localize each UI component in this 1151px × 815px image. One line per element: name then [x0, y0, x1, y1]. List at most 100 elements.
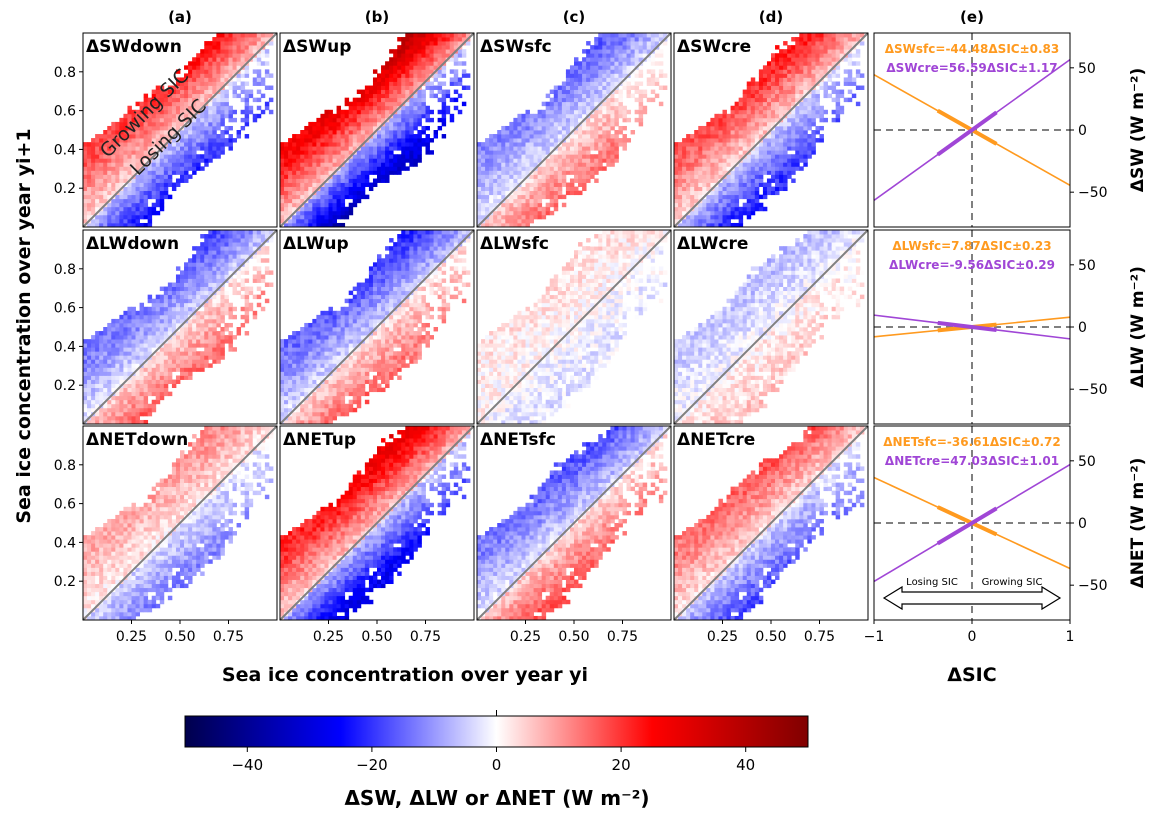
heatmap-cell: [123, 178, 128, 183]
heatmap-cell: [167, 142, 173, 147]
heatmap-cell: [91, 383, 96, 389]
heatmap-cell: [501, 134, 506, 139]
heatmap-cell: [377, 117, 382, 123]
heatmap-cell: [264, 69, 270, 74]
heatmap-cell: [762, 121, 768, 127]
heatmap-cell: [803, 61, 808, 66]
heatmap-cell: [171, 162, 177, 167]
heatmap-cell: [811, 130, 816, 135]
heatmap-cell: [610, 81, 615, 86]
heatmap-cell: [397, 57, 402, 62]
heatmap-cell: [328, 210, 333, 216]
heatmap-cell: [771, 101, 776, 107]
heatmap-cell: [783, 117, 788, 123]
heatmap-cell: [244, 121, 250, 127]
heatmap-cell: [686, 138, 691, 143]
heatmap-cell: [754, 138, 760, 143]
heatmap-cell: [103, 162, 108, 167]
heatmap-cell: [702, 206, 707, 212]
heatmap-cell: [111, 170, 116, 175]
heatmap-cell: [308, 198, 313, 204]
heatmap-cell: [586, 69, 591, 74]
heatmap-cell: [196, 166, 201, 171]
heatmap-cell: [799, 158, 804, 163]
heatmap-cell: [847, 37, 853, 42]
heatmap-cell: [823, 69, 828, 74]
heatmap-cell: [714, 146, 719, 151]
heatmap-cell: [501, 218, 506, 224]
heatmap-cell: [220, 130, 225, 135]
heatmap-cell: [762, 138, 768, 143]
heatmap-cell: [598, 81, 603, 86]
heatmap-cell: [602, 69, 607, 74]
heatmap-cell: [332, 117, 337, 123]
heatmap-cell: [417, 49, 422, 54]
heatmap-cell: [111, 222, 116, 227]
heatmap-cell: [618, 57, 623, 62]
heatmap-cell: [244, 49, 250, 54]
heatmap-cell: [791, 81, 796, 86]
heatmap-cell: [151, 174, 157, 179]
heatmap-cell: [586, 121, 591, 127]
heatmap-cell: [364, 166, 370, 171]
heatmap-cell: [791, 134, 796, 139]
heatmap-cell: [300, 210, 305, 216]
heatmap-cell: [99, 190, 104, 196]
heatmap-cell: [718, 121, 723, 127]
heatmap-cell: [328, 170, 333, 175]
heatmap-cell: [537, 154, 543, 159]
heatmap-cell: [505, 158, 510, 163]
heatmap-cell: [139, 109, 145, 115]
heatmap-cell: [730, 150, 736, 155]
heatmap-cell: [377, 138, 382, 143]
heatmap-cell: [200, 158, 205, 163]
heatmap-cell: [123, 343, 128, 348]
heatmap-cell: [123, 331, 128, 336]
heatmap-cell: [320, 198, 325, 204]
heatmap-cell: [364, 117, 370, 123]
heatmap-cell: [147, 113, 153, 119]
heatmap-cell: [594, 49, 599, 54]
heatmap-cell: [184, 93, 189, 99]
heatmap-cell: [95, 222, 100, 227]
heatmap-cell: [360, 190, 366, 196]
heatmap-cell: [606, 138, 611, 143]
heatmap-cell: [131, 146, 136, 151]
heatmap-cell: [95, 399, 100, 405]
heatmap-cell: [815, 113, 820, 119]
heatmap-cell: [622, 33, 627, 38]
heatmap-cell: [851, 37, 857, 42]
heatmap-cell: [545, 142, 551, 147]
heatmap-cell: [200, 73, 205, 78]
heatmap-cell: [710, 154, 715, 159]
heatmap-cell: [686, 162, 691, 167]
heatmap-cell: [196, 142, 201, 147]
heatmap-cell: [401, 162, 406, 167]
heatmap-cell: [111, 371, 116, 376]
heatmap-cell: [437, 85, 443, 90]
heatmap-cell: [139, 214, 145, 220]
heatmap-cell: [208, 109, 213, 115]
heatmap-cell: [180, 166, 185, 171]
heatmap-cell: [787, 45, 792, 50]
heatmap-cell: [288, 218, 293, 224]
heatmap-cell: [385, 121, 390, 127]
heatmap-cell: [131, 166, 136, 171]
heatmap-cell: [650, 97, 656, 103]
heatmap-cell: [718, 142, 723, 147]
heatmap-cell: [678, 214, 683, 220]
heatmap-cell: [216, 125, 221, 131]
heatmap-cell: [762, 146, 768, 151]
heatmap-cell: [143, 222, 149, 227]
heatmap-cell: [131, 198, 136, 204]
heatmap-cell: [574, 130, 579, 135]
heatmap-cell: [734, 186, 740, 192]
heatmap-cell: [505, 174, 510, 179]
heatmap-cell: [151, 178, 157, 183]
heatmap-cell: [131, 125, 136, 131]
heatmap-cell: [807, 77, 812, 82]
heatmap-cell: [565, 182, 571, 187]
heatmap-cell: [618, 113, 623, 119]
heatmap-cell: [417, 37, 422, 42]
heatmap-cell: [381, 69, 386, 74]
